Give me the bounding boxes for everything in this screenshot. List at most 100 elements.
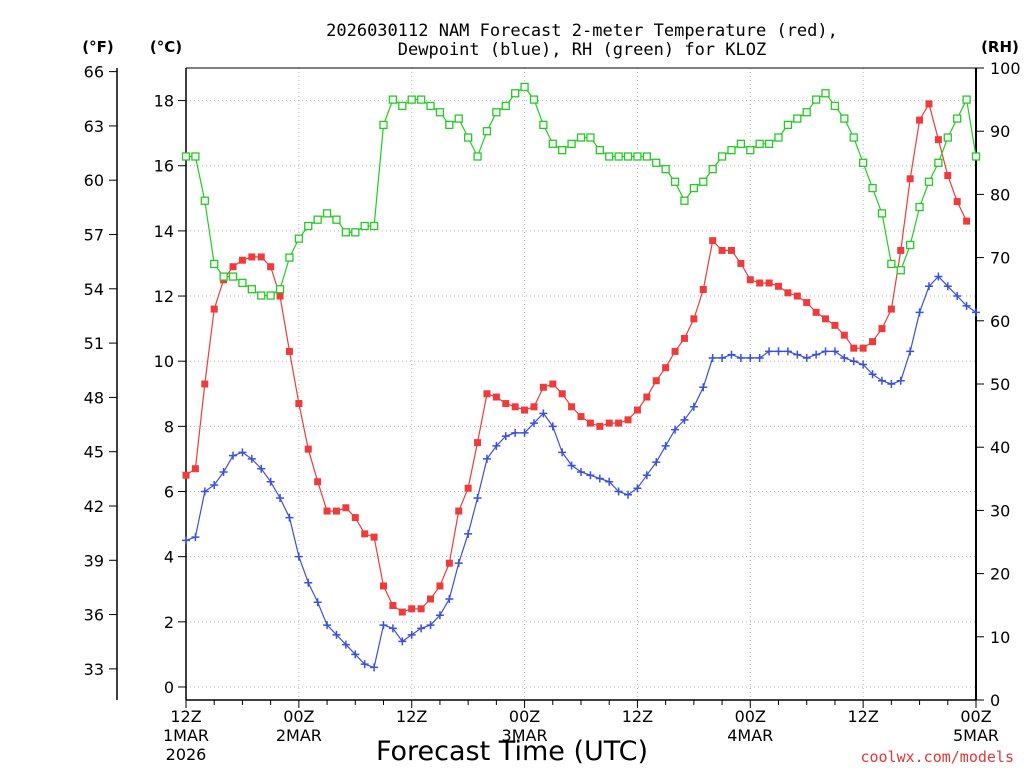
dewpoint-point bbox=[642, 471, 651, 480]
temperature-point bbox=[521, 406, 529, 414]
temperature-point bbox=[737, 259, 745, 267]
rh-tick-label: 10 bbox=[990, 628, 1010, 647]
dewpoint-point bbox=[906, 347, 915, 356]
dewpoint-point bbox=[182, 536, 190, 545]
dewpoint-point bbox=[285, 513, 294, 522]
temperature-point bbox=[191, 465, 199, 473]
rh-point bbox=[840, 114, 849, 123]
rh-point bbox=[877, 209, 887, 218]
rh-point bbox=[520, 82, 529, 92]
dewpoint-point bbox=[661, 441, 670, 450]
rh-point bbox=[200, 196, 209, 205]
x-tick-label: 00Z bbox=[283, 707, 314, 726]
dewpoint-point bbox=[830, 347, 839, 356]
dewpoint-point bbox=[332, 630, 341, 639]
rh-tick-label: 70 bbox=[990, 249, 1010, 268]
rh-point bbox=[717, 152, 727, 161]
rh-point bbox=[379, 120, 388, 130]
fahrenheit-tick-label: 66 bbox=[84, 63, 104, 82]
dewpoint-point bbox=[398, 637, 407, 646]
temperature-point bbox=[332, 507, 340, 515]
celsius-tick-label: 10 bbox=[154, 352, 174, 371]
rh-point bbox=[830, 101, 840, 111]
fahrenheit-tick-label: 60 bbox=[84, 171, 104, 190]
rh-point bbox=[275, 285, 285, 294]
chart-title-line-1: 2026030112 NAM Forecast 2-meter Temperat… bbox=[326, 21, 838, 41]
temperature-point bbox=[840, 331, 848, 339]
rh-series bbox=[181, 82, 981, 300]
rh-point bbox=[181, 152, 191, 161]
temperature-point bbox=[859, 344, 867, 352]
dewpoint-point bbox=[238, 448, 247, 457]
dewpoint-point bbox=[511, 428, 520, 437]
rh-point bbox=[228, 272, 238, 281]
fahrenheit-tick-label: 33 bbox=[84, 660, 104, 679]
rh-tick-label: 20 bbox=[990, 565, 1010, 584]
rh-point bbox=[642, 152, 651, 161]
dewpoint-point bbox=[529, 419, 538, 428]
rh-point bbox=[266, 291, 275, 300]
temperature-point bbox=[398, 608, 406, 616]
rh-point bbox=[210, 259, 219, 269]
dewpoint-point bbox=[652, 458, 661, 467]
temperature-point bbox=[906, 175, 914, 183]
rh-point bbox=[322, 209, 332, 218]
fahrenheit-tick-label: 39 bbox=[84, 551, 104, 570]
rh-tick-label: 90 bbox=[990, 122, 1010, 141]
x-tick-label: 00Z bbox=[735, 707, 766, 726]
temperature-point bbox=[455, 507, 463, 515]
rh-tick-label: 50 bbox=[990, 375, 1010, 394]
dewpoint-point bbox=[718, 353, 727, 362]
rh-point bbox=[811, 95, 821, 104]
temperature-point bbox=[850, 344, 858, 352]
rh-point bbox=[953, 114, 962, 123]
celsius-tick-label: 12 bbox=[154, 287, 174, 306]
rh-point bbox=[294, 234, 304, 243]
temperature-point bbox=[370, 533, 378, 541]
celsius-tick-label: 14 bbox=[154, 222, 174, 241]
x-tick-date-label: 4MAR bbox=[727, 726, 773, 745]
rh-point bbox=[699, 177, 708, 186]
dewpoint-point bbox=[614, 487, 623, 496]
rh-point bbox=[454, 114, 463, 123]
rh-point bbox=[407, 95, 416, 104]
dewpoint-point bbox=[539, 409, 548, 418]
celsius-tick-label: 0 bbox=[164, 678, 174, 697]
dewpoint-point bbox=[896, 376, 905, 385]
rh-point bbox=[445, 120, 454, 130]
temperature-point bbox=[323, 507, 331, 515]
temperature-point bbox=[295, 400, 303, 408]
temperature-point bbox=[436, 582, 444, 590]
rh-point bbox=[511, 89, 520, 98]
dewpoint-point bbox=[445, 595, 454, 604]
dewpoint-point bbox=[708, 353, 717, 362]
dewpoint-point bbox=[294, 552, 303, 561]
chart-title-line-2: Dewpoint (blue), RH (green) for KLOZ bbox=[398, 40, 766, 60]
dewpoint-point bbox=[859, 360, 868, 369]
x-tick-date-label: 2MAR bbox=[276, 726, 322, 745]
temperature-point bbox=[314, 478, 322, 486]
dewpoint-point bbox=[736, 353, 745, 362]
rh-tick-label: 60 bbox=[990, 312, 1010, 331]
rh-point bbox=[257, 291, 266, 300]
dewpoint-point bbox=[473, 494, 482, 503]
x-tick-label: 12Z bbox=[396, 707, 427, 726]
rh-point bbox=[482, 127, 492, 136]
rh-point bbox=[605, 152, 614, 161]
rh-point bbox=[351, 228, 360, 237]
temperature-point bbox=[793, 292, 801, 300]
temperature-point bbox=[615, 419, 623, 427]
temperature-point bbox=[822, 315, 830, 323]
rh-point bbox=[369, 221, 379, 231]
temperature-point bbox=[502, 400, 510, 408]
dewpoint-point bbox=[266, 477, 275, 486]
rh-point bbox=[774, 133, 783, 142]
rh-point bbox=[586, 133, 595, 142]
x-tick-date-label: 3MAR bbox=[502, 726, 548, 745]
dewpoint-point bbox=[887, 380, 896, 388]
dewpoint-point bbox=[812, 350, 821, 359]
x-tick-label: 12Z bbox=[622, 707, 653, 726]
dewpoint-point bbox=[962, 301, 971, 310]
temperature-point bbox=[361, 530, 369, 538]
